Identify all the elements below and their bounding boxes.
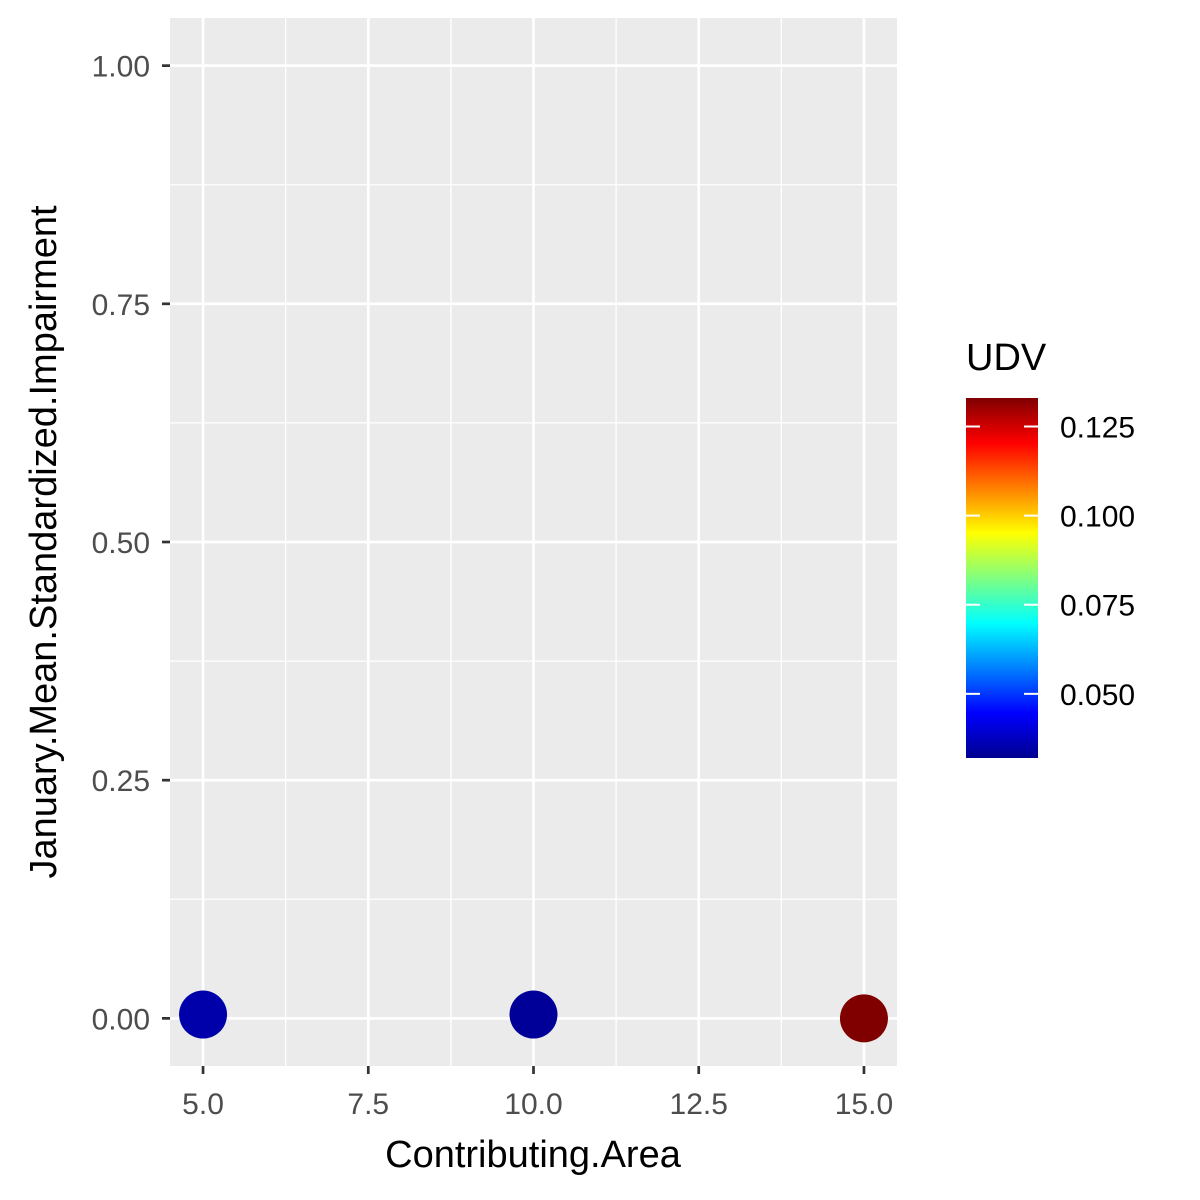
- y-tick-label: 1.00: [92, 51, 150, 84]
- x-tick-label: 15.0: [835, 1088, 893, 1121]
- x-tick-label: 5.0: [182, 1088, 224, 1121]
- data-point: [179, 990, 228, 1039]
- x-tick-label: 7.5: [347, 1088, 389, 1121]
- colorbar-tick-label: 0.050: [1060, 679, 1135, 712]
- colorbar-tick-label: 0.125: [1060, 412, 1135, 445]
- color-legend: UDV 0.050 0.075 0.100 0.125: [966, 337, 1135, 758]
- x-tick-label: 12.5: [670, 1088, 728, 1121]
- y-tick-label: 0.50: [92, 527, 150, 560]
- data-point: [509, 990, 558, 1039]
- y-axis: 0.00 0.25 0.50 0.75 1.00: [92, 51, 170, 1036]
- colorbar-tick-label: 0.100: [1060, 501, 1135, 534]
- y-tick-label: 0.75: [92, 289, 150, 322]
- data-point: [839, 994, 888, 1043]
- y-tick-label: 0.00: [92, 1003, 150, 1036]
- x-axis: 5.0 7.5 10.0 12.5 15.0: [182, 1066, 893, 1121]
- colorbar-tick-label: 0.075: [1060, 590, 1135, 623]
- colorbar-ticks: 0.050 0.075 0.100 0.125: [966, 412, 1135, 712]
- x-tick-label: 10.0: [504, 1088, 562, 1121]
- legend-title: UDV: [966, 337, 1047, 379]
- x-axis-title: Contributing.Area: [385, 1134, 682, 1176]
- colorbar: [966, 398, 1038, 758]
- y-axis-title: January.Mean.Standardized.Impairment: [23, 205, 65, 879]
- data-points: [179, 990, 888, 1043]
- y-tick-label: 0.25: [92, 765, 150, 798]
